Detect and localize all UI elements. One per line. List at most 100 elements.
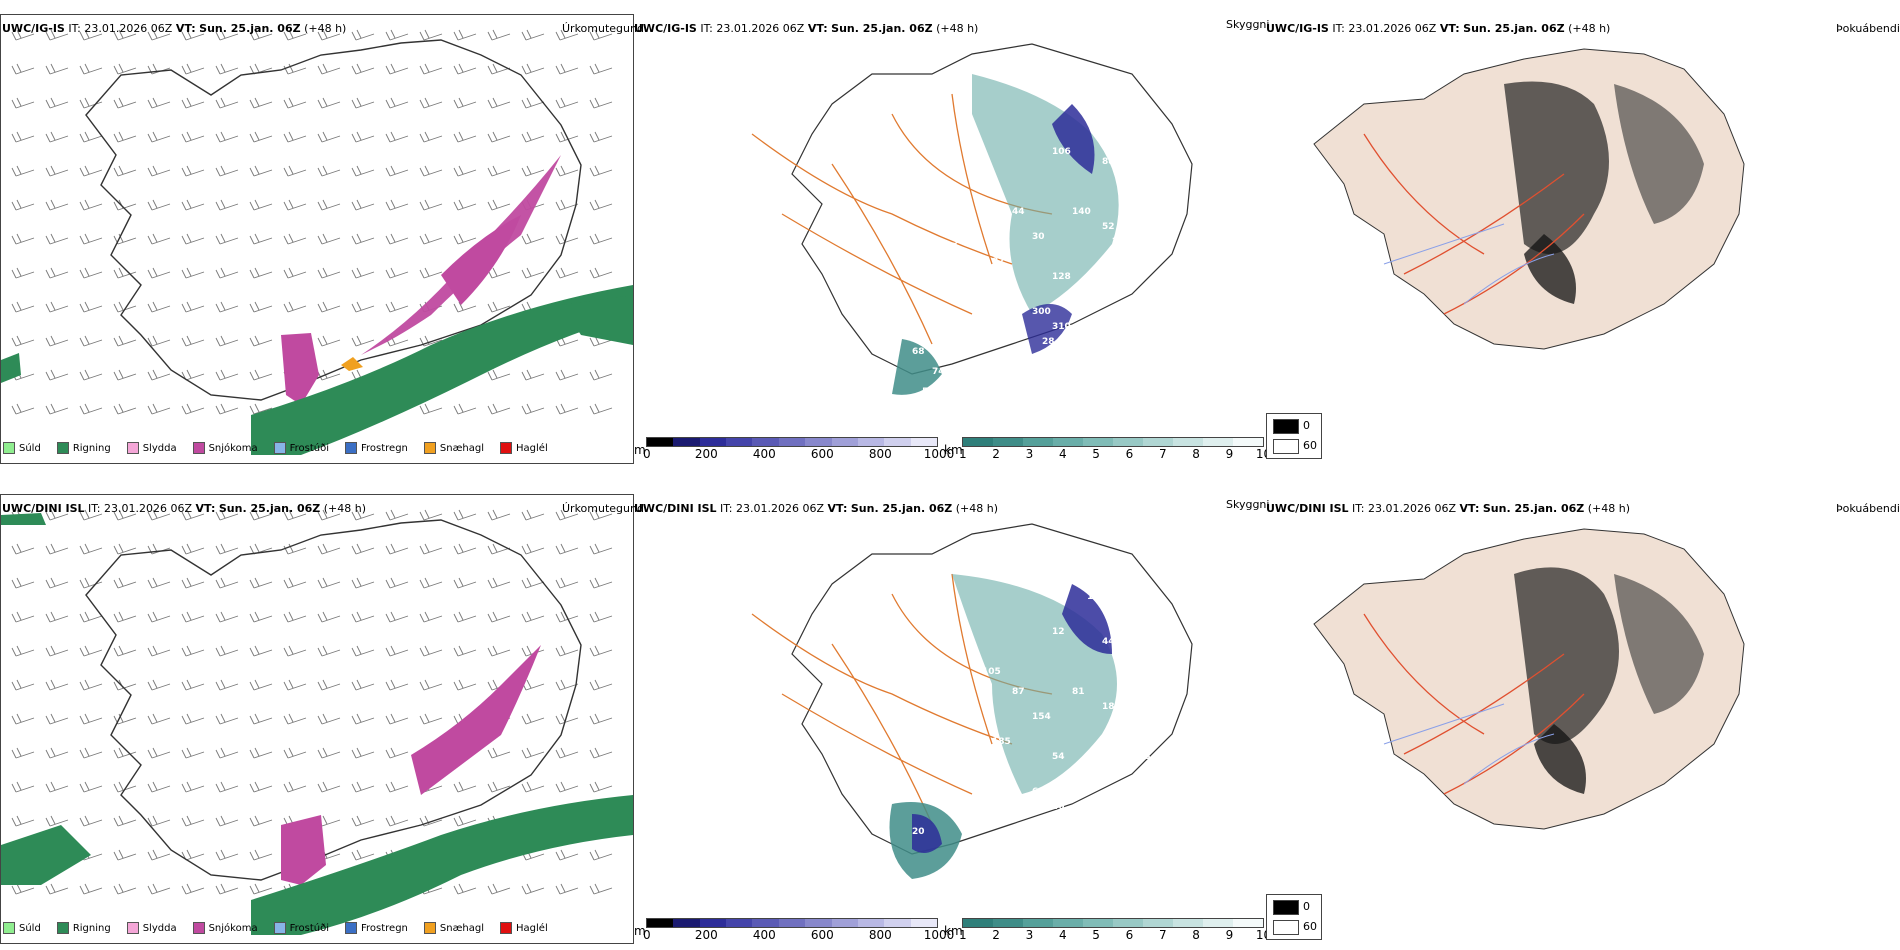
wind-barb [215, 403, 239, 415]
wind-barb [147, 131, 171, 143]
top-fog-panel [1264, 14, 1900, 462]
wind-barb [249, 29, 273, 41]
wind-barb [215, 301, 239, 313]
wind-barb [113, 131, 137, 143]
visibility-label: 66 [892, 402, 905, 412]
wind-barb [79, 165, 103, 177]
wind-barb [283, 611, 307, 623]
wind-barb [147, 165, 171, 177]
wind-barb [249, 165, 273, 177]
colorbar-segment [778, 438, 806, 446]
wind-barb [385, 815, 409, 827]
colorbar-tick: 400 [752, 928, 776, 942]
bottom-precip-panel: Súld Rigning Slydda Snjókoma Frostúði Frostre… [0, 494, 634, 944]
wind-barb [147, 97, 171, 109]
colorbar-tick: 3 [1025, 928, 1034, 942]
wind-barb [385, 509, 409, 521]
wind-barb [283, 97, 307, 109]
wind-barb [487, 267, 511, 279]
wind-barb [555, 199, 579, 211]
wind-barb [283, 577, 307, 589]
wind-barb [11, 781, 35, 793]
wind-barb [215, 199, 239, 211]
legend-label: Snjókoma [208, 922, 258, 934]
wind-barb [249, 509, 273, 521]
visibility-label: 31 [1072, 767, 1085, 777]
visibility-label: 141 [1102, 742, 1121, 752]
wind-barb [147, 883, 171, 895]
wind-barb [181, 747, 205, 759]
wind-barb [249, 679, 273, 691]
wind-barb [249, 403, 273, 415]
wind-barb [45, 369, 69, 381]
wind-barb [521, 577, 545, 589]
wind-barb [45, 29, 69, 41]
wind-barb [113, 369, 137, 381]
wind-barb [181, 63, 205, 75]
wind-barb [79, 543, 103, 555]
panel-title: Skyggni [1226, 498, 1270, 511]
model-name: UWC/IG-IS [1266, 22, 1329, 35]
colorbar-segment [1053, 919, 1083, 927]
wind-barb [487, 611, 511, 623]
it-time: 23.01.2026 06Z [716, 22, 805, 35]
wind-barb [113, 97, 137, 109]
wind-barb [453, 29, 477, 41]
wind-barb [249, 611, 273, 623]
wind-barb [351, 543, 375, 555]
colorbar-segment [1083, 919, 1113, 927]
wind-barb [215, 815, 239, 827]
visibility-label: 74 [932, 367, 945, 377]
legend-swatch [3, 922, 15, 934]
wind-barb [249, 199, 273, 211]
visibility-label: 44 [1012, 207, 1025, 217]
colorbar-segment [910, 438, 937, 446]
wind-barb [147, 199, 171, 211]
model-name: UWC/DINI ISL [2, 502, 85, 515]
wind-barb [351, 63, 375, 75]
colorbar-segment [1143, 919, 1173, 927]
wind-barb [147, 267, 171, 279]
colorbar-segment [884, 919, 911, 927]
top-vis-header: UWC/IG-IS IT: 23.01.2026 06Z VT: Sun. 25… [634, 22, 978, 35]
wind-barb [79, 781, 103, 793]
vt-time: Sun. 25.jan. 06Z [1482, 502, 1585, 515]
wind-barb [181, 577, 205, 589]
legend-swatch [273, 442, 286, 454]
visibility-label: 140 [1072, 207, 1091, 217]
colorbar-tick: 5 [1092, 447, 1100, 461]
visibility-label: 81 [1072, 687, 1085, 697]
wind-barb [283, 301, 307, 313]
wind-barb [589, 611, 613, 623]
colorbar-tick: 9 [1225, 447, 1234, 461]
wind-barb [113, 63, 137, 75]
wind-barb [113, 747, 137, 759]
panel-title: Skyggni [1226, 18, 1270, 31]
wind-barb [521, 131, 545, 143]
wind-barb [249, 233, 273, 245]
wind-barb [419, 577, 443, 589]
wind-barb [317, 611, 341, 623]
vt-label: VT: [195, 502, 216, 515]
wind-barb [317, 645, 341, 657]
wind-barb [249, 335, 273, 347]
lead-time: (+48 h) [304, 22, 347, 35]
top-precip-panel: Súld Rigning Slydda Snjókoma Frostúði Frostre… [0, 14, 634, 464]
wind-barb [283, 645, 307, 657]
wind-barb [11, 403, 35, 415]
wind-barb [215, 97, 239, 109]
wind-barb [215, 543, 239, 555]
wind-barb [215, 713, 239, 725]
wind-barb [419, 509, 443, 521]
visibility-label: 84 [1132, 272, 1145, 282]
legend-swatch [56, 922, 69, 934]
wind-barb [385, 199, 409, 211]
wind-barb [555, 747, 579, 759]
wind-barb [45, 577, 69, 589]
colorbar-segment [673, 919, 700, 927]
wind-barb [249, 645, 273, 657]
visibility-label: 106 [1087, 592, 1106, 602]
top-fog-map [1313, 48, 1745, 350]
wind-barb [113, 577, 137, 589]
visibility-label: 21 [1102, 262, 1115, 272]
